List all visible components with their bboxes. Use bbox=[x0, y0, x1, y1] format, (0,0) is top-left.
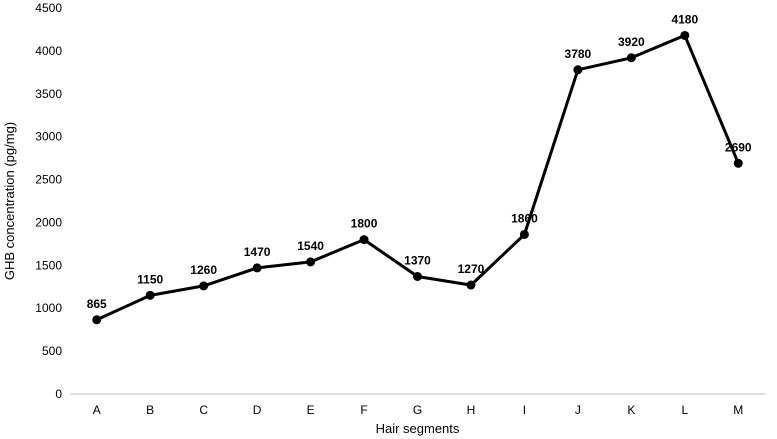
data-label: 1150 bbox=[137, 272, 163, 286]
data-point bbox=[466, 280, 476, 290]
data-label: 1260 bbox=[190, 263, 217, 277]
x-tick-label: F bbox=[360, 403, 367, 417]
data-label: 3920 bbox=[618, 35, 645, 49]
y-tick-label: 1000 bbox=[35, 301, 62, 315]
data-label: 3780 bbox=[565, 47, 592, 61]
y-tick-label: 2000 bbox=[35, 215, 62, 229]
x-tick-label: M bbox=[733, 403, 743, 417]
data-point bbox=[252, 263, 262, 273]
y-tick-label: 500 bbox=[42, 344, 62, 358]
data-labels: 865 1150 1260 1470 1540 1800 1370 1270 1860 3780 3… bbox=[87, 12, 752, 310]
y-axis-ticks: 0 500 1000 1500 2000 2500 3000 3500 4000 4500 bbox=[35, 1, 62, 401]
y-tick-label: 2500 bbox=[35, 173, 62, 187]
y-tick-label: 4500 bbox=[35, 1, 62, 15]
y-tick-label: 3500 bbox=[35, 87, 62, 101]
x-tick-label: K bbox=[627, 403, 635, 417]
x-axis-title: Hair segments bbox=[376, 421, 460, 436]
data-point bbox=[680, 30, 690, 40]
data-point bbox=[199, 281, 209, 291]
y-tick-label: 0 bbox=[55, 387, 62, 401]
data-label: 865 bbox=[87, 297, 107, 311]
y-tick-label: 3000 bbox=[35, 130, 62, 144]
data-points bbox=[92, 30, 743, 325]
x-tick-label: L bbox=[681, 403, 688, 417]
x-tick-label: H bbox=[467, 403, 476, 417]
x-tick-label: D bbox=[253, 403, 262, 417]
data-label: 1540 bbox=[297, 239, 324, 253]
x-tick-label: J bbox=[575, 403, 581, 417]
x-tick-label: E bbox=[307, 403, 315, 417]
data-label: 4180 bbox=[671, 12, 698, 26]
y-axis-title: GHB concentration (pg/mg) bbox=[2, 122, 17, 280]
data-point bbox=[306, 257, 316, 267]
data-point bbox=[359, 235, 369, 245]
data-point bbox=[626, 53, 636, 63]
data-label: 1270 bbox=[458, 262, 485, 276]
x-tick-label: I bbox=[523, 403, 526, 417]
data-label: 1470 bbox=[244, 245, 271, 259]
x-tick-label: A bbox=[93, 403, 101, 417]
x-tick-label: G bbox=[413, 403, 422, 417]
y-tick-label: 4000 bbox=[35, 44, 62, 58]
data-point bbox=[573, 65, 583, 75]
data-point bbox=[413, 271, 422, 281]
y-tick-label: 1500 bbox=[35, 258, 62, 272]
data-point bbox=[92, 315, 102, 325]
data-label: 1370 bbox=[404, 253, 431, 267]
data-point bbox=[145, 290, 155, 300]
data-label: 1800 bbox=[351, 217, 378, 231]
x-tick-label: B bbox=[146, 403, 154, 417]
x-tick-label: C bbox=[199, 403, 208, 417]
data-point bbox=[519, 229, 529, 239]
data-point bbox=[733, 158, 743, 168]
x-axis-ticks: A B C D E F G H I J K L M bbox=[93, 403, 744, 417]
data-label: 2690 bbox=[725, 140, 752, 154]
data-label: 1860 bbox=[511, 211, 538, 225]
